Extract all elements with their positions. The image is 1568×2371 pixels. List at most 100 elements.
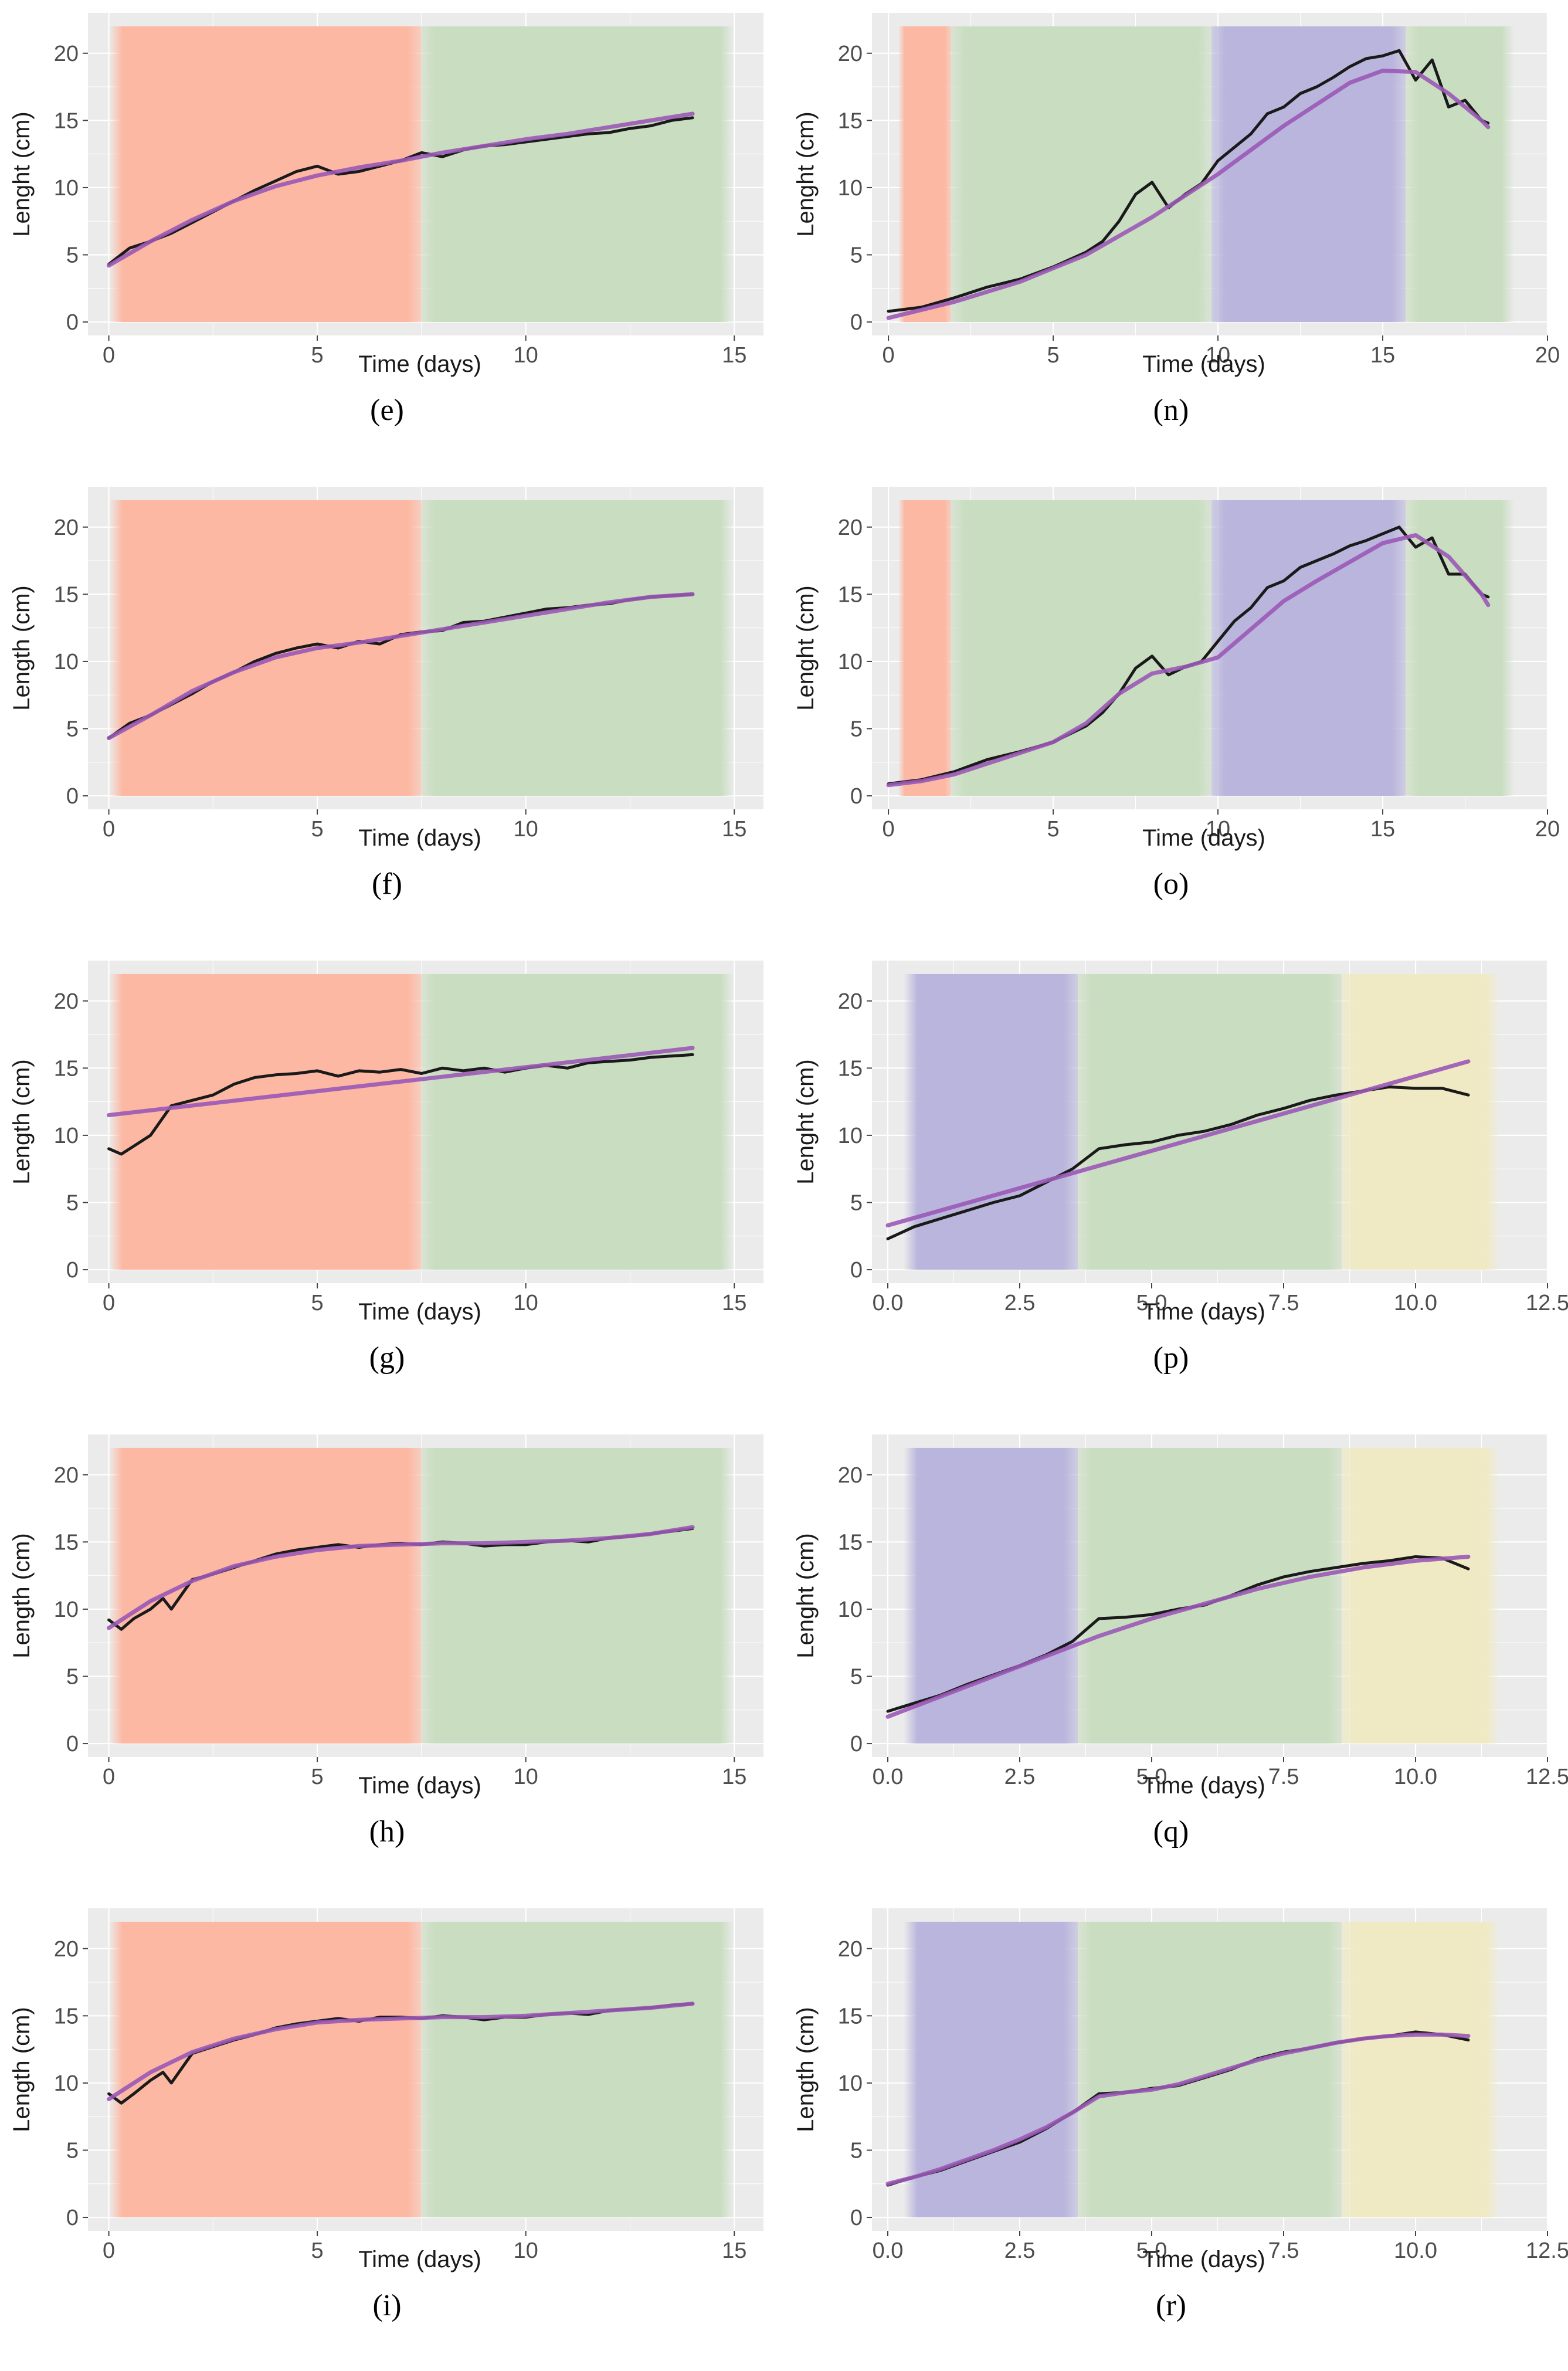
phase-band-green	[951, 500, 1211, 796]
phase-band-green	[1078, 973, 1342, 1270]
x-axis-title: Time (days)	[358, 2247, 481, 2272]
panel-caption: (o)	[1153, 867, 1189, 901]
series-line-fit	[886, 533, 1491, 788]
x-tick-label: 5.0	[1136, 1765, 1167, 1789]
x-tick-label: 0.0	[873, 2238, 904, 2263]
y-tick-label: 10	[54, 650, 79, 674]
y-tick-label: 5	[66, 717, 79, 742]
x-tick-label: 15	[1370, 343, 1395, 368]
y-tick-label: 15	[54, 1056, 79, 1081]
series-line-fit	[107, 1525, 695, 1630]
series-line-fit	[107, 2002, 695, 2101]
y-tick-label: 0	[850, 1258, 863, 1283]
x-tick-label: 10.0	[1394, 1291, 1437, 1315]
panel-caption: (q)	[1153, 1815, 1189, 1848]
phase-band-green	[1406, 500, 1515, 796]
y-axis-title: Lenght (cm)	[793, 1059, 819, 1184]
x-tick-label: 7.5	[1268, 1291, 1299, 1315]
phase-band-green	[421, 973, 735, 1270]
x-tick-label: 5	[1047, 343, 1060, 368]
y-tick-label: 5	[850, 243, 863, 268]
phase-band-green	[1078, 1447, 1342, 1744]
y-tick-label: 0	[66, 784, 79, 809]
chart-svg-h: 0 5 10 15 0 5 10 15 20 Time (days) Length (cm) (h)	[9, 1434, 763, 1848]
x-tick-label: 2.5	[1004, 1291, 1036, 1315]
x-tick-label: 2.5	[1004, 1765, 1036, 1789]
phase-band-green	[1078, 1921, 1342, 2218]
series-line-fit	[885, 1059, 1471, 1227]
x-tick-label: 0	[883, 343, 895, 368]
y-tick-label: 20	[838, 1937, 863, 1962]
y-tick-label: 10	[838, 176, 863, 201]
y-tick-label: 15	[54, 1530, 79, 1555]
x-tick-label: 20	[1535, 343, 1560, 368]
x-tick-label: 0	[883, 817, 895, 842]
y-tick-label: 15	[838, 2004, 863, 2029]
x-tick-label: 10	[514, 2238, 538, 2263]
y-tick-label: 15	[838, 1056, 863, 1081]
x-tick-label: 5	[311, 1291, 324, 1315]
chart-panel-e: 0 5 10 15 0 5 10 15 20 Time (days) Lenght (cm) (e)	[0, 0, 784, 474]
panel-caption: (i)	[372, 2289, 401, 2322]
chart-svg-n: 0 5 10 15 20 0 5 10 15 20 Time (days) Lenght (cm) (n…	[793, 13, 1560, 427]
chart-panel-p: 0.0 2.5 5.0 7.5 10.0 12.5 0 5 10 15 20 Time (days) L…	[784, 948, 1568, 1422]
x-tick-label: 0.0	[873, 1765, 904, 1789]
y-tick-label: 20	[838, 989, 863, 1014]
y-tick-label: 20	[54, 42, 79, 66]
y-tick-label: 15	[838, 108, 863, 133]
x-tick-label: 10	[1206, 343, 1230, 368]
y-tick-label: 0	[66, 1258, 79, 1283]
y-tick-label: 5	[66, 1665, 79, 1690]
x-tick-label: 10	[514, 343, 538, 368]
phase-band-salmon	[108, 973, 422, 1270]
phase-band-green	[421, 26, 735, 323]
chart-svg-f: 0 5 10 15 0 5 10 15 20 Time (days) Length (cm) (f)	[9, 487, 763, 901]
x-axis-title: Time (days)	[1142, 825, 1265, 851]
phase-band-green	[421, 1447, 735, 1744]
chart-panel-f: 0 5 10 15 0 5 10 15 20 Time (days) Length (cm) (f)	[0, 474, 784, 948]
phase-band-salmon	[898, 26, 951, 323]
x-tick-label: 5	[311, 2238, 324, 2263]
phase-band-salmon	[108, 26, 422, 323]
y-tick-label: 20	[54, 989, 79, 1014]
x-tick-label: 15	[722, 343, 746, 368]
chart-svg-r: 0.0 2.5 5.0 7.5 10.0 12.5 0 5 10 15 20 Time (days) L…	[793, 1908, 1568, 2322]
y-tick-label: 10	[838, 1124, 863, 1148]
y-tick-label: 5	[850, 2139, 863, 2163]
series-line-observed	[107, 1053, 694, 1156]
x-tick-label: 5.0	[1136, 2238, 1167, 2263]
y-axis-title: Length (cm)	[9, 2007, 35, 2132]
panel-caption: (g)	[369, 1341, 405, 1375]
y-axis-title: Length (cm)	[9, 585, 35, 710]
x-tick-label: 0	[103, 2238, 115, 2263]
y-tick-label: 0	[850, 784, 863, 809]
y-tick-label: 10	[838, 2071, 863, 2096]
chart-panel-i: 0 5 10 15 0 5 10 15 20 Time (days) Length (cm) (i)	[0, 1895, 784, 2369]
y-axis-title: Length (cm)	[9, 1533, 35, 1658]
y-tick-label: 20	[54, 1937, 79, 1962]
chart-panel-h: 0 5 10 15 0 5 10 15 20 Time (days) Length (cm) (h)	[0, 1422, 784, 1895]
y-tick-label: 10	[54, 176, 79, 201]
x-axis-title: Time (days)	[1142, 351, 1265, 377]
panel-caption: (e)	[370, 394, 404, 427]
x-tick-label: 10.0	[1394, 2238, 1437, 2263]
y-tick-label: 20	[838, 515, 863, 540]
series-line-fit	[107, 1046, 695, 1117]
phase-band-lavender	[1211, 26, 1406, 323]
y-axis-title: Lenght (cm)	[793, 111, 819, 236]
y-tick-label: 0	[850, 310, 863, 335]
x-axis-title: Time (days)	[358, 1773, 481, 1799]
y-tick-label: 10	[54, 2071, 79, 2096]
x-tick-label: 15	[722, 1765, 746, 1789]
y-axis-title: Length (cm)	[793, 2007, 819, 2132]
phase-band-salmon	[108, 500, 422, 796]
y-tick-label: 5	[66, 1191, 79, 1216]
x-tick-label: 10	[514, 817, 538, 842]
x-tick-label: 12.5	[1526, 1291, 1568, 1315]
x-tick-label: 12.5	[1526, 2238, 1568, 2263]
phase-band-lavender	[904, 973, 1078, 1270]
x-tick-label: 2.5	[1004, 2238, 1036, 2263]
x-tick-label: 7.5	[1268, 1765, 1299, 1789]
chart-svg-i: 0 5 10 15 0 5 10 15 20 Time (days) Length (cm) (i)	[9, 1908, 763, 2322]
y-tick-label: 10	[54, 1124, 79, 1148]
